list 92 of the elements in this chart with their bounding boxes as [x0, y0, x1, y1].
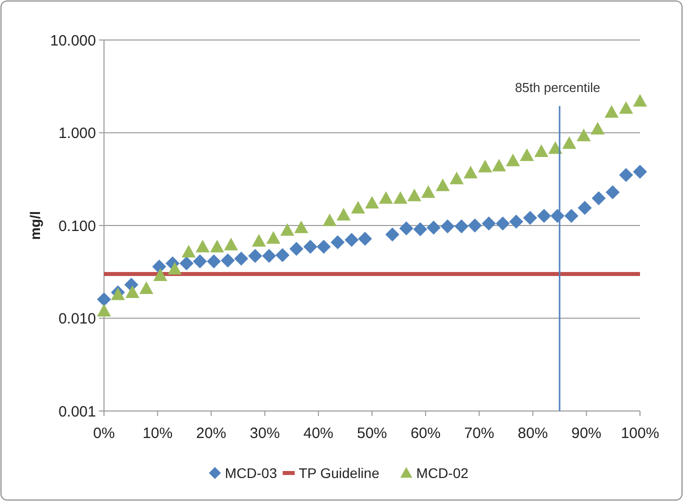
legend-label: TP Guideline	[298, 465, 380, 481]
x-tick-label: 20%	[196, 425, 226, 442]
point	[97, 292, 111, 306]
point	[365, 196, 379, 209]
point	[592, 191, 606, 206]
point	[619, 101, 634, 114]
point	[393, 191, 408, 204]
point	[534, 144, 548, 157]
point	[619, 168, 634, 182]
point	[206, 254, 221, 268]
point	[220, 253, 235, 268]
point	[454, 219, 469, 234]
point	[316, 240, 331, 254]
point	[248, 248, 262, 263]
point	[234, 252, 248, 266]
point	[548, 141, 562, 154]
point	[421, 185, 436, 198]
point	[192, 254, 207, 268]
point	[578, 200, 592, 215]
point	[168, 262, 182, 275]
x-tick-label: 0%	[93, 425, 115, 442]
x-tick-label: 60%	[410, 425, 441, 442]
point	[436, 178, 450, 192]
point	[564, 208, 578, 223]
point	[604, 105, 619, 118]
point	[125, 285, 140, 298]
point	[492, 158, 506, 172]
point	[210, 240, 224, 252]
point	[590, 122, 605, 135]
point	[344, 232, 359, 247]
point	[289, 242, 304, 256]
point	[153, 268, 168, 281]
point	[506, 154, 520, 166]
point	[266, 231, 280, 244]
y-tick-label: 0.001	[58, 403, 96, 420]
point	[606, 185, 620, 200]
point	[252, 234, 266, 247]
point	[182, 244, 196, 258]
point	[478, 160, 492, 172]
x-tick-label: 50%	[356, 425, 388, 442]
point	[330, 235, 345, 250]
ref-line-label: 85th percentile	[514, 80, 600, 95]
point	[378, 191, 393, 204]
point	[426, 220, 441, 235]
point	[224, 238, 238, 250]
point	[509, 214, 524, 229]
point	[633, 164, 647, 179]
point	[520, 148, 534, 161]
y-tick-label: 1.000	[58, 125, 96, 142]
point	[262, 248, 276, 263]
point	[303, 240, 318, 254]
point	[97, 304, 111, 317]
point	[139, 281, 154, 294]
point	[385, 227, 400, 242]
point	[196, 240, 210, 252]
point	[523, 210, 538, 225]
point	[407, 188, 422, 202]
point	[576, 128, 591, 142]
point	[152, 260, 166, 274]
point	[399, 221, 414, 236]
x-tick-label: 40%	[303, 425, 334, 442]
point	[537, 208, 552, 223]
point	[358, 232, 372, 246]
legend-label: MCD-02	[416, 465, 469, 481]
point	[633, 94, 647, 107]
point	[322, 214, 337, 226]
point	[413, 222, 428, 236]
point	[464, 166, 478, 178]
point	[280, 223, 294, 236]
y-axis-title: mg/l	[27, 211, 43, 240]
x-tick-label: 10%	[142, 425, 173, 442]
x-tick-label: 80%	[518, 425, 548, 442]
point	[440, 219, 455, 234]
x-tick-label: 100%	[620, 425, 660, 442]
point	[562, 136, 576, 149]
point	[336, 208, 351, 221]
point	[496, 216, 510, 231]
point	[275, 248, 290, 262]
y-tick-label: 0.100	[58, 218, 96, 235]
point	[450, 172, 464, 184]
x-tick-label: 30%	[250, 425, 280, 442]
point	[110, 288, 125, 300]
point	[468, 218, 482, 232]
point	[482, 216, 496, 231]
x-tick-label: 90%	[571, 425, 602, 442]
y-tick-label: 10.000	[50, 32, 96, 50]
y-tick-label: 0.010	[58, 310, 96, 328]
point	[180, 256, 194, 270]
point	[294, 220, 308, 234]
legend-label: MCD-03	[224, 465, 278, 481]
x-tick-label: 70%	[464, 425, 494, 442]
point	[351, 200, 366, 214]
